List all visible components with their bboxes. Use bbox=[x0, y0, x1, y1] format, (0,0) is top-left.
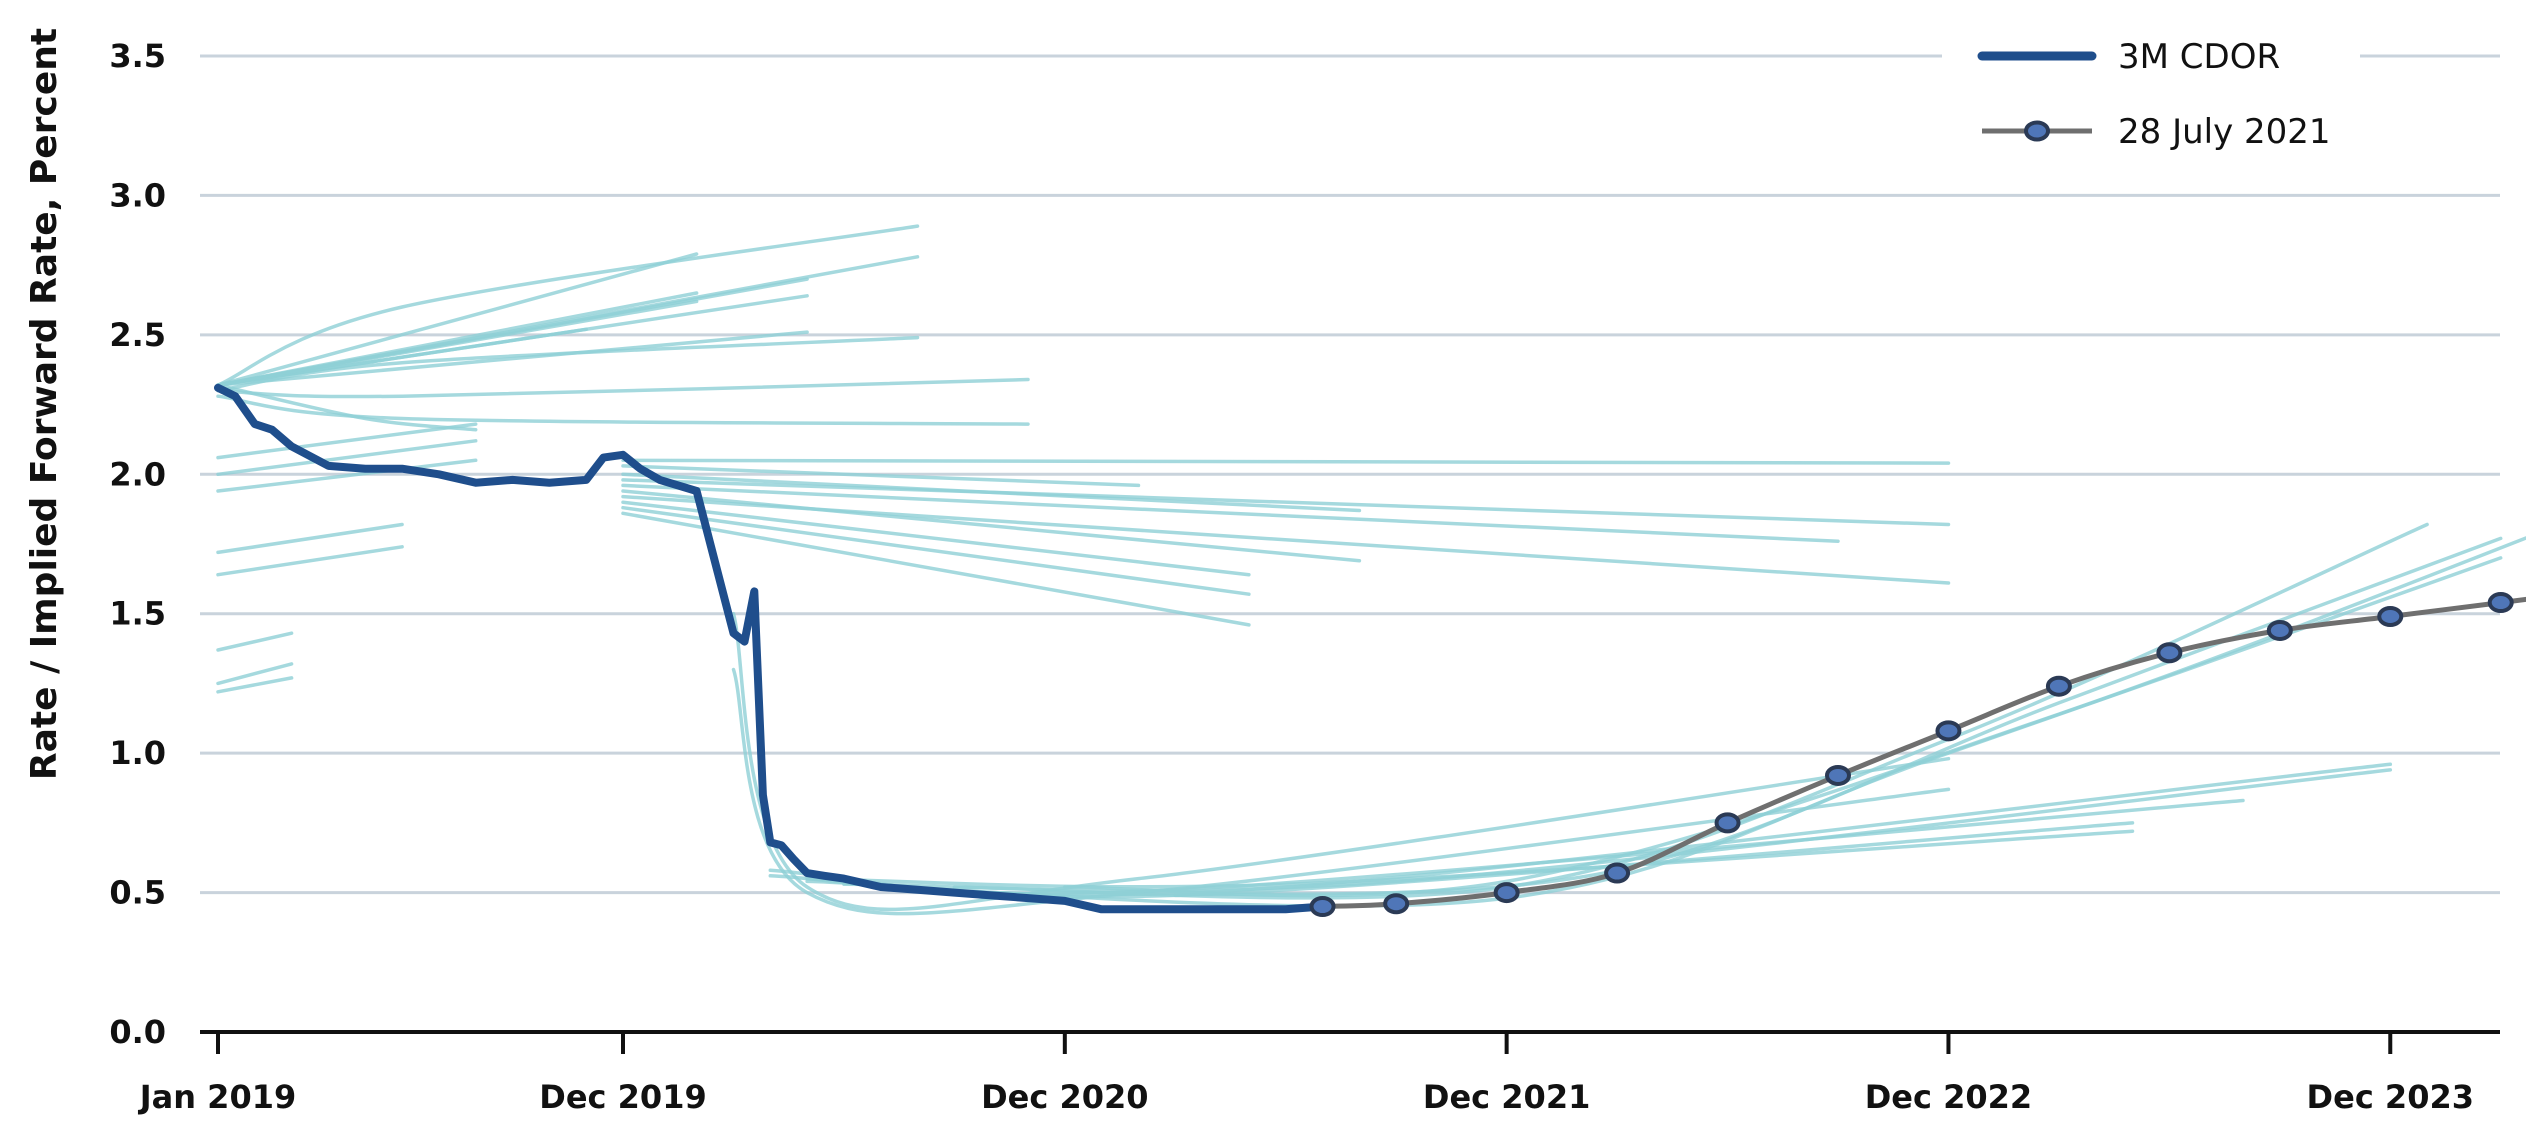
y-tick-label: 3.0 bbox=[109, 176, 166, 214]
forward-curve-line bbox=[878, 556, 2503, 908]
forward-curve-line bbox=[621, 464, 1141, 488]
series-marker bbox=[2377, 606, 2404, 628]
forward-curve-line bbox=[216, 252, 699, 387]
forward-curve-line bbox=[216, 394, 1030, 426]
forward-curve-line bbox=[731, 611, 1951, 912]
forward-curve-line bbox=[621, 505, 1251, 596]
series-line-cdor bbox=[214, 383, 1327, 914]
forward-curve-line bbox=[216, 662, 294, 686]
forward-curve-line bbox=[621, 483, 1840, 543]
axes: 0.0 0.5 1.0 1.5 2.0 2.5 3.0 3.5 Jan 2019 Dec 2019… bbox=[109, 37, 2500, 1116]
forward-curve-line bbox=[216, 522, 404, 555]
series-marker bbox=[1825, 764, 1851, 786]
forward-curve-line bbox=[621, 458, 1951, 465]
series-marker bbox=[1714, 812, 1741, 834]
y-tick-label: 3.5 bbox=[109, 37, 166, 75]
series-marker bbox=[1604, 862, 1631, 884]
forward-curve-line bbox=[216, 377, 1030, 399]
forward-curve-line bbox=[621, 494, 1951, 585]
y-tick-label: 1.5 bbox=[109, 595, 166, 633]
forward-curve-line bbox=[216, 676, 294, 694]
forward-curve-line bbox=[216, 224, 920, 387]
y-tick-label: 1.0 bbox=[109, 734, 166, 772]
legend-background bbox=[1942, 30, 2360, 70]
x-tick-label: Dec 2019 bbox=[539, 1078, 706, 1116]
y-tick-label: 0.5 bbox=[109, 874, 166, 912]
forward-curve-line bbox=[621, 500, 1251, 577]
legend-label-cdor: 3M CDOR bbox=[2118, 37, 2280, 77]
legend-label-28-july-2021: 28 July 2021 bbox=[2118, 112, 2331, 152]
forward-curve-line bbox=[216, 439, 478, 477]
x-tick-label: Jan 2019 bbox=[138, 1078, 296, 1116]
series-marker bbox=[1383, 893, 1410, 915]
series-lines bbox=[214, 383, 2526, 918]
forward-curve-line bbox=[1173, 536, 2503, 898]
forward-curve-line bbox=[216, 335, 920, 393]
x-tick-label: Dec 2022 bbox=[1865, 1078, 2032, 1116]
series-marker bbox=[1935, 720, 1962, 742]
y-axis-label: Rate / Implied Forward Rate, Percent bbox=[24, 28, 65, 780]
series-marker bbox=[1493, 882, 1520, 904]
forward-curve-line bbox=[216, 330, 809, 387]
x-tick-label: Dec 2020 bbox=[981, 1078, 1148, 1116]
forward-curve-line bbox=[216, 458, 478, 493]
series-marker bbox=[1309, 896, 1336, 918]
y-tick-label: 0.0 bbox=[109, 1013, 166, 1051]
forward-curves bbox=[216, 224, 2526, 916]
y-tick-label: 2.0 bbox=[109, 455, 166, 493]
legend-marker bbox=[2024, 120, 2050, 142]
forward-curve-line bbox=[216, 631, 294, 652]
x-tick-label: Dec 2021 bbox=[1423, 1078, 1590, 1116]
forward-curve-line bbox=[216, 422, 478, 460]
forward-curve-line bbox=[621, 478, 1951, 527]
y-tick-label: 2.5 bbox=[109, 316, 166, 354]
x-tick-label: Dec 2023 bbox=[2307, 1078, 2474, 1116]
forward-curve-line bbox=[1063, 536, 2526, 898]
legend: 3M CDOR 28 July 2021 bbox=[1942, 30, 2360, 152]
grid-lines bbox=[200, 54, 2500, 895]
forward-curve-line bbox=[621, 489, 1362, 563]
forward-curve-line bbox=[216, 545, 404, 577]
series-marker bbox=[2487, 592, 2514, 614]
series-marker bbox=[2266, 619, 2293, 641]
series-marker bbox=[2045, 675, 2072, 697]
forward-curve-line bbox=[216, 255, 920, 387]
series-marker bbox=[2156, 642, 2183, 664]
forward-curve-line bbox=[731, 667, 1951, 916]
forward-curve-line bbox=[621, 511, 1251, 627]
